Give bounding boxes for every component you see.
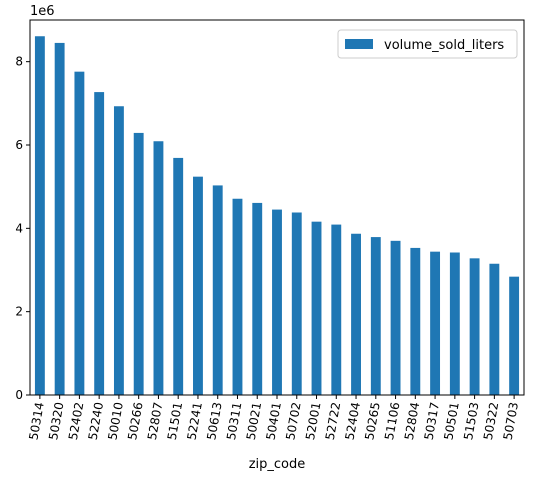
bar-52402 xyxy=(74,71,85,396)
bar-50322 xyxy=(489,263,500,395)
bar-50266 xyxy=(133,132,144,395)
x-tick-label: 50703 xyxy=(501,401,521,441)
x-tick-label: 50320 xyxy=(46,401,66,441)
y-tick-label: 4 xyxy=(15,221,23,235)
bar-50265 xyxy=(370,237,381,395)
y-tick-label: 0 xyxy=(15,388,23,402)
bar-50401 xyxy=(272,209,282,395)
bar-51501 xyxy=(173,157,184,395)
bar-50311 xyxy=(232,198,243,395)
bar-50010 xyxy=(113,106,124,395)
x-tick-label: 50021 xyxy=(244,401,264,441)
x-tick-label: 52001 xyxy=(303,401,323,441)
x-tick-label: 52807 xyxy=(145,401,165,441)
bar-50703 xyxy=(509,276,520,395)
legend-box xyxy=(337,29,518,59)
x-tick-label: 50311 xyxy=(224,401,244,441)
bar-51503 xyxy=(469,258,480,395)
bar-50317 xyxy=(430,251,441,395)
x-tick-label: 50401 xyxy=(264,401,284,441)
x-tick-label: 50613 xyxy=(204,401,224,441)
bar-52240 xyxy=(94,92,105,395)
x-tick-label: 52241 xyxy=(184,401,204,441)
bar-51106 xyxy=(390,240,401,395)
legend-label: volume_sold_liters xyxy=(384,38,504,53)
bar-50613 xyxy=(212,185,223,395)
x-tick-label: 51503 xyxy=(461,401,481,441)
bar-52241 xyxy=(193,176,203,395)
axes-frame xyxy=(29,19,525,396)
x-tick-label: 51501 xyxy=(165,401,185,441)
y-tick-label: 8 xyxy=(15,55,23,69)
bar-50021 xyxy=(252,202,263,395)
y-tick-label: 2 xyxy=(15,305,23,319)
x-axis-label: zip_code xyxy=(249,457,306,472)
x-tick-label: 52804 xyxy=(402,401,422,441)
bar-52404 xyxy=(351,233,361,395)
x-tick-label: 50266 xyxy=(125,401,145,441)
x-tick-label: 52722 xyxy=(323,401,343,441)
x-tick-label: 52402 xyxy=(66,401,86,441)
bars-group xyxy=(34,36,520,396)
x-tick-label: 52240 xyxy=(86,401,106,441)
bar-52807 xyxy=(153,141,164,395)
x-tick-label: 50501 xyxy=(441,401,461,441)
x-axis-ticks: 50314 50320 52402 52240 50010 50266 52807 51501… xyxy=(26,395,521,441)
x-tick-label: 50317 xyxy=(422,401,442,441)
x-tick-label: 51106 xyxy=(382,401,402,441)
bar-52722 xyxy=(331,224,342,395)
legend-swatch xyxy=(345,39,373,49)
x-tick-label: 52404 xyxy=(343,401,363,441)
bar-50702 xyxy=(291,212,302,395)
x-tick-label: 50265 xyxy=(362,401,382,441)
bar-50501 xyxy=(449,252,460,395)
bar-50320 xyxy=(54,42,65,396)
y-tick-label: 6 xyxy=(15,138,23,152)
y-offset-text: 1e6 xyxy=(30,4,55,19)
legend: volume_sold_liters xyxy=(337,29,518,59)
x-tick-label: 50322 xyxy=(481,401,501,441)
x-tick-label: 50010 xyxy=(105,401,125,441)
x-tick-label: 50702 xyxy=(283,401,303,441)
x-tick-label: 50314 xyxy=(26,401,46,441)
y-axis-ticks: 0 2 4 6 8 xyxy=(15,55,30,402)
bar-50314 xyxy=(34,36,45,395)
bar-52001 xyxy=(311,221,322,395)
bar-52804 xyxy=(410,247,421,395)
